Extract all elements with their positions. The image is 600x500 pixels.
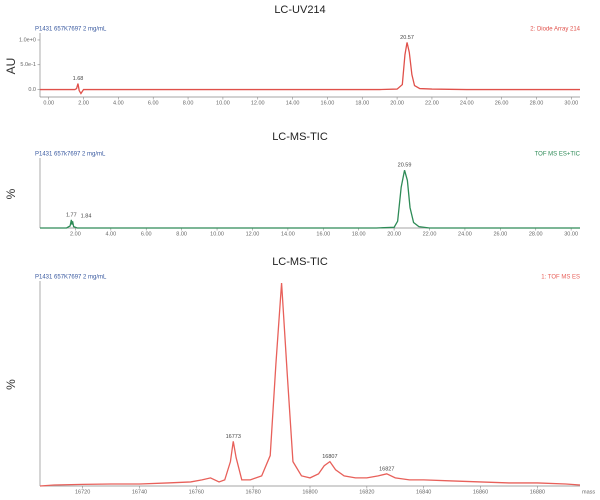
x-tick-label: 28.00 xyxy=(530,100,544,106)
trace-line xyxy=(39,282,581,487)
x-tick-label: 20.00 xyxy=(390,100,404,106)
y-tick-label: 5.0e-1 xyxy=(20,62,36,68)
x-tick-label: 10.00 xyxy=(210,231,224,237)
x-tick-label: 22.00 xyxy=(423,231,437,237)
x-tick-label: 12.00 xyxy=(251,100,265,106)
peak-label: 1.77 xyxy=(66,212,77,218)
peak-label: 20.57 xyxy=(400,35,414,41)
x-tick-label: 30.00 xyxy=(564,100,578,106)
legend-label: 2: Diode Array 214 xyxy=(530,27,580,33)
sample-label: P1431 657K7697 2 mg/mL xyxy=(35,27,107,33)
x-tick-label: 28.00 xyxy=(529,231,543,237)
sample-label: P1431 657k7697 2 mg/mL xyxy=(35,152,106,158)
x-tick-label: 10.00 xyxy=(216,100,230,106)
y-tick-label: 0.0 xyxy=(28,87,36,93)
x-tick-label: 26.00 xyxy=(493,231,507,237)
x-tick-label: 24.00 xyxy=(460,100,474,106)
x-axis-label: mass xyxy=(582,489,595,495)
y-axis-label: % xyxy=(4,188,18,199)
x-tick-label: 4.00 xyxy=(113,100,124,106)
peak-label: 20.59 xyxy=(398,163,412,169)
x-tick-label: 18.00 xyxy=(352,231,366,237)
x-tick-label: 16840 xyxy=(416,489,431,495)
x-tick-label: 16720 xyxy=(75,489,90,495)
x-tick-label: 2.00 xyxy=(70,231,81,237)
trace-line xyxy=(40,170,580,229)
legend-label: TOF MS ES+TIC xyxy=(535,152,581,158)
y-axis-label: % xyxy=(4,379,18,390)
x-tick-label: 0.00 xyxy=(43,100,54,106)
y-tick-label: 1.0e+0 xyxy=(19,37,36,43)
x-tick-label: 6.00 xyxy=(148,100,159,106)
x-tick-label: 24.00 xyxy=(458,231,472,237)
x-tick-label: 16860 xyxy=(473,489,488,495)
x-tick-label: 16820 xyxy=(359,489,374,495)
peak-label: 16807 xyxy=(322,454,337,460)
x-tick-label: 16880 xyxy=(530,489,545,495)
x-tick-label: 14.00 xyxy=(281,231,295,237)
x-tick-label: 22.00 xyxy=(425,100,439,106)
x-tick-label: 8.00 xyxy=(176,231,187,237)
peak-label: 1.68 xyxy=(73,76,84,82)
x-tick-label: 12.00 xyxy=(246,231,260,237)
x-tick-label: 30.00 xyxy=(564,231,578,237)
x-tick-label: 16740 xyxy=(132,489,147,495)
trace-line xyxy=(40,42,580,95)
peak-label: 16827 xyxy=(379,466,394,472)
x-tick-label: 16.00 xyxy=(316,231,330,237)
chart-title: LC-MS-TIC xyxy=(272,131,328,143)
x-tick-label: 14.00 xyxy=(286,100,300,106)
x-tick-label: 4.00 xyxy=(105,231,116,237)
chart-title: LC-MS-TIC xyxy=(272,256,328,268)
peak-label: 16773 xyxy=(226,434,241,440)
y-axis-label: AU xyxy=(4,58,18,75)
chart-title: LC-UV214 xyxy=(274,4,325,16)
x-tick-label: 20.00 xyxy=(387,231,401,237)
legend-label: 1: TOF MS ES xyxy=(541,275,580,281)
x-tick-label: 26.00 xyxy=(495,100,509,106)
x-tick-label: 16.00 xyxy=(321,100,335,106)
x-tick-label: 2.00 xyxy=(78,100,89,106)
x-tick-label: 6.00 xyxy=(141,231,152,237)
x-tick-label: 18.00 xyxy=(355,100,369,106)
peak-label: 1.84 xyxy=(81,214,92,220)
x-tick-label: 16760 xyxy=(189,489,204,495)
x-tick-label: 8.00 xyxy=(183,100,194,106)
sample-label: P1431 657K7697 2 mg/mL xyxy=(35,275,107,281)
x-tick-label: 16800 xyxy=(302,489,317,495)
x-tick-label: 16780 xyxy=(246,489,261,495)
